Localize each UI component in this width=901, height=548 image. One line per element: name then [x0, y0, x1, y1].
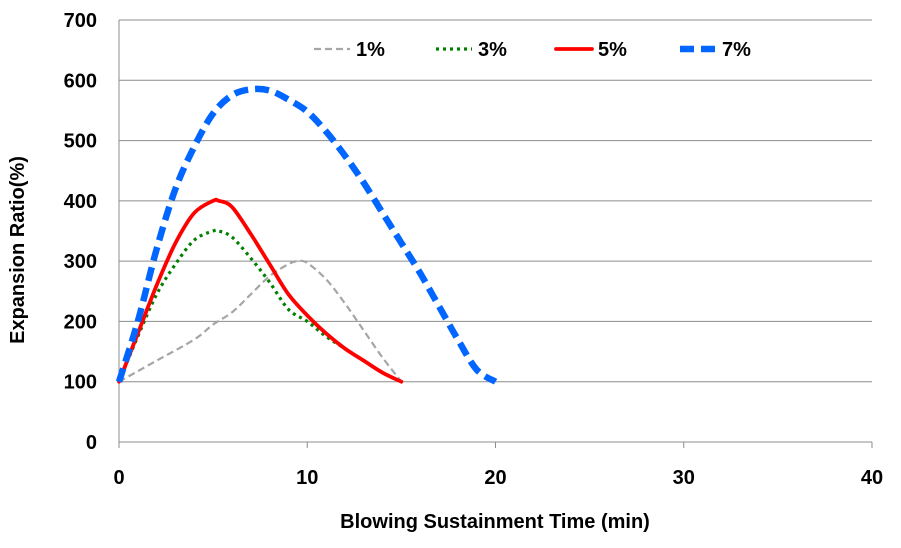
x-tick-label: 10 [296, 467, 318, 489]
y-tick-label: 300 [64, 251, 97, 273]
x-tick-label: 20 [484, 467, 506, 489]
y-axis-title: Expansion Ratio(%) [7, 156, 29, 344]
y-tick-label: 100 [64, 372, 97, 394]
y-tick-label: 400 [64, 191, 97, 213]
series-line-3pct [117, 228, 403, 384]
legend-label: 7% [722, 39, 751, 61]
legend-label: 5% [598, 39, 627, 61]
x-tick-label: 30 [673, 467, 695, 489]
series-line-1pct [118, 259, 403, 383]
x-tick-label: 0 [113, 467, 124, 489]
legend-label: 3% [478, 39, 507, 61]
gridlines [119, 19, 872, 383]
series-line-7pct [115, 85, 498, 385]
y-tick-label: 700 [64, 10, 97, 32]
y-tick-label: 0 [86, 432, 97, 454]
series-line-5pct [117, 197, 404, 384]
legend-label: 1% [356, 39, 385, 61]
y-tick-label: 600 [64, 70, 97, 92]
y-tick-label: 200 [64, 311, 97, 333]
y-tick-label: 500 [64, 131, 97, 153]
x-axis-title: Blowing Sustainment Time (min) [340, 511, 650, 533]
legend: 1% 3% 5% 7% [314, 39, 751, 61]
axes: 0 100 200 300 400 500 600 700 0 10 20 30 40 [64, 10, 884, 489]
x-tick-label: 40 [861, 467, 883, 489]
series-lines [115, 85, 498, 385]
